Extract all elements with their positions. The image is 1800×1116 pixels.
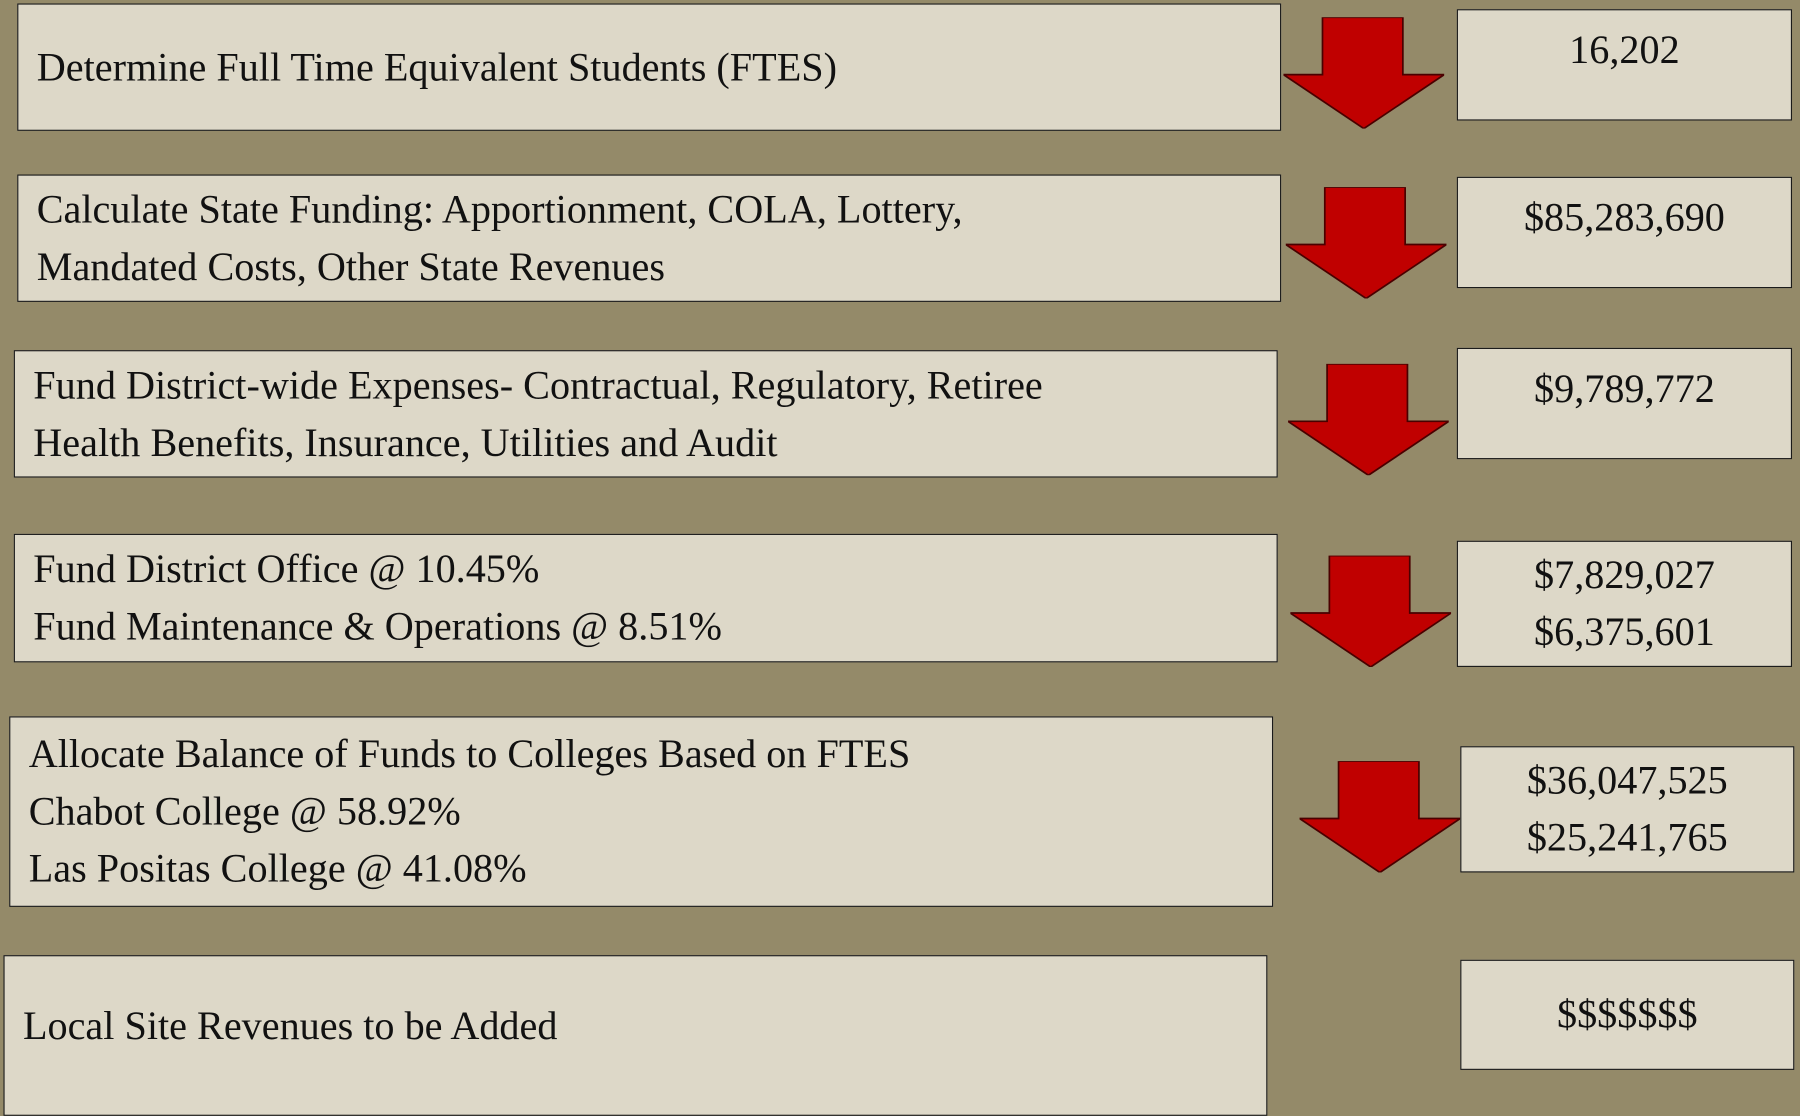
amount-box: $$$$$$$ bbox=[1460, 959, 1795, 1070]
amount-box: $36,047,525 $25,241,765 bbox=[1460, 746, 1795, 873]
step-text: Fund District Office @ 10.45% bbox=[33, 546, 540, 592]
step-text: Calculate State Funding: Apportionment, … bbox=[36, 186, 963, 232]
step-box: Local Site Revenues to be Added bbox=[3, 955, 1268, 1116]
step-box: Calculate State Funding: Apportionment, … bbox=[17, 174, 1282, 302]
step-text: Las Positas College @ 41.08% bbox=[28, 846, 527, 891]
amount-box: $9,789,772 bbox=[1456, 347, 1793, 460]
amount-box: $85,283,690 bbox=[1456, 176, 1793, 289]
step-text: Fund District-wide Expenses- Contractual… bbox=[33, 362, 1043, 407]
step-text: Health Benefits, Insurance, Utilities an… bbox=[33, 419, 778, 465]
step-box: Determine Full Time Equivalent Students … bbox=[17, 3, 1282, 131]
amount-text: $7,829,027 bbox=[1534, 552, 1715, 597]
step-text: Mandated Costs, Other State Revenues bbox=[36, 243, 665, 289]
amount-text: $$$$$$$ bbox=[1556, 991, 1698, 1037]
amount-text: $85,283,690 bbox=[1523, 195, 1725, 240]
down-arrow bbox=[1299, 761, 1461, 873]
amount-box: $7,829,027 $6,375,601 bbox=[1456, 540, 1793, 667]
step-text: Fund Maintenance & Operations @ 8.51% bbox=[33, 603, 722, 649]
down-arrow bbox=[1288, 363, 1449, 476]
amount-text: 16,202 bbox=[1569, 27, 1680, 73]
down-arrow bbox=[1285, 187, 1447, 299]
step-text: Chabot College @ 58.92% bbox=[28, 788, 461, 834]
amount-text: $25,241,765 bbox=[1526, 815, 1728, 860]
amount-text: $6,375,601 bbox=[1534, 609, 1715, 655]
step-box: Fund District Office @ 10.45% Fund Maint… bbox=[13, 533, 1278, 663]
step-box: Fund District-wide Expenses- Contractual… bbox=[13, 350, 1278, 478]
down-arrow bbox=[1290, 555, 1452, 667]
amount-box: 16,202 bbox=[1456, 9, 1793, 121]
amount-text: $36,047,525 bbox=[1526, 757, 1728, 803]
step-text: Local Site Revenues to be Added bbox=[22, 1003, 558, 1049]
step-box: Allocate Balance of Funds to Colleges Ba… bbox=[9, 716, 1274, 907]
down-arrow bbox=[1283, 17, 1445, 129]
amount-text: $9,789,772 bbox=[1534, 366, 1715, 411]
step-text: Determine Full Time Equivalent Students … bbox=[36, 44, 837, 89]
step-text: Allocate Balance of Funds to Colleges Ba… bbox=[28, 731, 911, 777]
